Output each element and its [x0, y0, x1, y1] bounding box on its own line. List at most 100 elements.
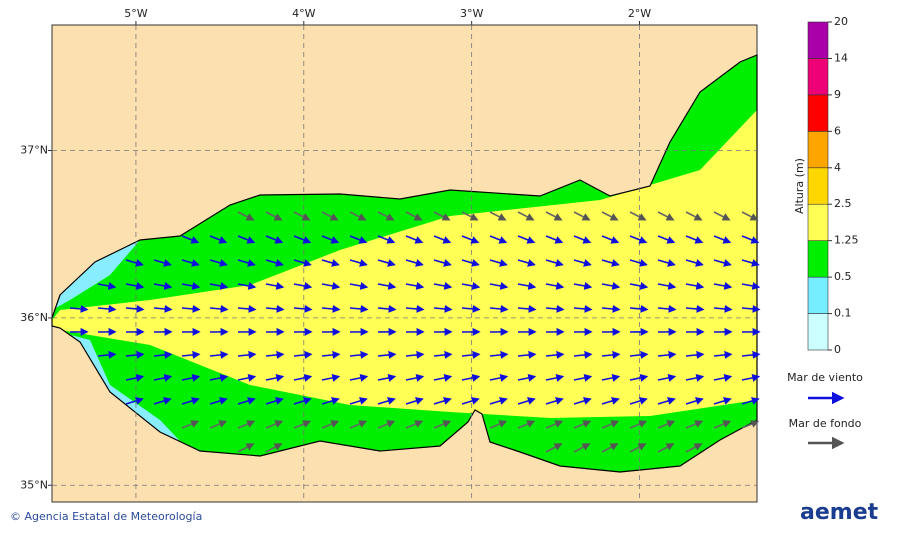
arrow: [181, 235, 200, 244]
arrow: [321, 211, 339, 221]
arrow: [181, 397, 200, 405]
arrow: [461, 211, 479, 221]
arrow: [237, 259, 256, 267]
arrow: [713, 350, 733, 359]
arrow: [349, 397, 368, 405]
arrow: [377, 211, 395, 221]
x-tick-label: 4°W: [292, 7, 315, 20]
arrow: [181, 282, 201, 290]
arrow: [713, 373, 733, 382]
colorbar-tick-label: 1.25: [834, 234, 859, 247]
arrow: [293, 350, 313, 359]
arrow: [125, 373, 145, 382]
arrow: [293, 397, 312, 405]
arrow: [461, 304, 481, 313]
arrow: [517, 211, 535, 221]
credit: © Agencia Estatal de Meteorología: [10, 510, 202, 523]
arrow: [489, 350, 509, 359]
arrow: [265, 350, 285, 359]
arrow: [181, 259, 200, 267]
arrow: [181, 304, 201, 313]
arrow: [97, 304, 117, 313]
arrow: [573, 373, 593, 382]
arrow: [405, 397, 424, 405]
colorbar-band: [807, 131, 829, 169]
arrow: [741, 350, 761, 359]
arrow: [377, 304, 397, 313]
arrow: [209, 282, 229, 290]
arrow: [685, 373, 705, 382]
arrow: [573, 211, 591, 221]
arrow: [349, 235, 368, 244]
arrow: [377, 350, 397, 359]
arrow: [69, 304, 89, 313]
arrow: [489, 211, 507, 221]
legend-label: Mar de viento: [787, 371, 863, 384]
arrow: [489, 373, 509, 382]
y-tick-label: 37°N: [20, 144, 48, 157]
arrow: [601, 211, 619, 221]
arrow: [237, 420, 256, 429]
arrow: [377, 373, 397, 382]
arrow: [489, 282, 509, 290]
arrow: [517, 259, 536, 267]
arrow: [293, 235, 312, 244]
arrow: [349, 282, 369, 290]
arrow: [377, 235, 396, 244]
arrow: [629, 235, 648, 244]
arrow: [405, 420, 424, 429]
arrow: [629, 304, 649, 313]
arrow: [629, 373, 649, 382]
arrow: [321, 304, 341, 313]
arrow: [405, 282, 425, 290]
colorbar-tick-label: 4: [834, 161, 841, 174]
arrow: [629, 282, 649, 290]
wave-arrows: [69, 211, 761, 453]
arrow: [573, 397, 592, 405]
arrow: [545, 304, 565, 313]
arrow: [293, 304, 313, 313]
arrow: [601, 373, 621, 382]
arrow: [573, 282, 593, 290]
arrow: [293, 259, 312, 267]
arrow: [433, 259, 452, 267]
arrow: [517, 304, 537, 313]
arrow: [377, 282, 397, 290]
arrow: [237, 282, 257, 290]
arrow: [741, 397, 760, 405]
arrow: [153, 282, 173, 290]
arrow: [405, 235, 424, 244]
x-tick-label: 2°W: [628, 7, 651, 20]
arrow: [741, 420, 760, 429]
arrow: [153, 397, 172, 405]
arrow: [377, 397, 396, 405]
arrow: [293, 282, 313, 290]
arrow: [629, 211, 647, 221]
arrow: [573, 350, 593, 359]
arrow: [657, 397, 676, 405]
colorbar-band: [807, 94, 829, 132]
arrow: [433, 304, 453, 313]
x-tick-label: 5°W: [124, 7, 147, 20]
arrow: [657, 235, 676, 244]
arrow: [685, 304, 705, 313]
arrow: [601, 350, 621, 359]
arrow: [713, 304, 733, 313]
arrow: [489, 304, 509, 313]
x-tick-label: 3°W: [460, 7, 483, 20]
arrow: [321, 420, 340, 429]
arrow: [601, 282, 621, 290]
arrow: [209, 373, 229, 382]
arrow: [237, 211, 255, 221]
arrow: [657, 304, 677, 313]
arrow: [321, 235, 340, 244]
arrow: [209, 259, 228, 267]
arrow: [713, 259, 732, 267]
arrow: [629, 259, 648, 267]
arrow: [685, 420, 704, 429]
arrow: [321, 373, 341, 382]
arrow: [265, 259, 284, 267]
arrow: [461, 350, 481, 359]
arrow: [545, 397, 564, 405]
arrow: [489, 259, 508, 267]
